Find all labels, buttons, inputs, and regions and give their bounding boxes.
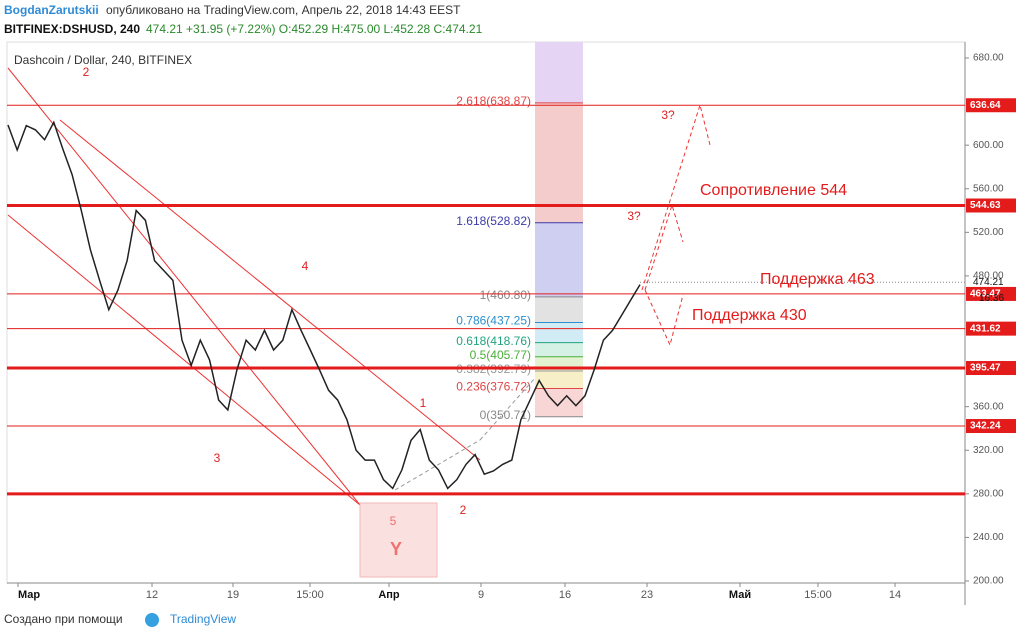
countdown: 16:36 bbox=[979, 293, 1004, 304]
y-tick-label: 240.00 bbox=[973, 532, 1004, 543]
level-tag bbox=[966, 286, 1016, 301]
annotation: 3? bbox=[627, 209, 641, 223]
published: опубликовано на TradingView.com, Апрель … bbox=[106, 3, 461, 17]
x-tick-label: 14 bbox=[889, 589, 901, 601]
annotation: Поддержка 430 bbox=[692, 307, 807, 324]
fib-label: 0.618(418.76) bbox=[456, 334, 531, 348]
fib-band bbox=[535, 322, 583, 343]
level-tag-label: 431.62 bbox=[970, 323, 1001, 334]
fib-band bbox=[535, 296, 583, 323]
level-tag bbox=[966, 98, 1016, 113]
level-tag bbox=[966, 361, 1016, 376]
logo bbox=[145, 613, 159, 627]
fib-band bbox=[535, 102, 583, 223]
projection bbox=[644, 289, 684, 347]
x-tick-label: Апр bbox=[378, 589, 400, 601]
level-tag bbox=[966, 419, 1016, 434]
price-line bbox=[7, 120, 641, 490]
x-tick-label: 19 bbox=[227, 589, 239, 601]
channel-line bbox=[7, 214, 361, 506]
annotation: 3? bbox=[661, 108, 675, 122]
y-tick-label: 280.00 bbox=[973, 488, 1004, 499]
y-tick-label: 560.00 bbox=[973, 183, 1004, 194]
x-tick-label: 15:00 bbox=[804, 589, 832, 601]
channel-line bbox=[59, 119, 481, 461]
y-tick-label: 680.00 bbox=[973, 53, 1004, 64]
fib-label: 0.5(405.77) bbox=[470, 348, 531, 362]
trend-dashed bbox=[394, 439, 481, 491]
x-tick-label: 16 bbox=[559, 589, 571, 601]
y-tick-label: 600.00 bbox=[973, 140, 1004, 151]
y-tick-label: 480.00 bbox=[973, 271, 1004, 282]
x-tick-label: 12 bbox=[146, 589, 158, 601]
quote: 474.21 +31.95 (+7.22%) O:452.29 H:475.00… bbox=[146, 22, 483, 36]
y-tick-label: 200.00 bbox=[973, 576, 1004, 587]
fib-label: 1.618(528.82) bbox=[456, 214, 531, 228]
fib-band bbox=[535, 342, 583, 357]
fib-band bbox=[535, 42, 583, 103]
annotation: 2 bbox=[460, 503, 467, 517]
fib-band bbox=[535, 222, 583, 297]
fib-band bbox=[535, 370, 583, 389]
projection bbox=[641, 103, 711, 291]
x-tick-label: Мар bbox=[18, 589, 40, 601]
level-tag-label: 395.47 bbox=[970, 363, 1001, 374]
y-tick-label: 320.00 bbox=[973, 445, 1004, 456]
projection bbox=[644, 203, 684, 291]
author[interactable]: BogdanZarutskii bbox=[4, 3, 99, 17]
chart-title: Dashcoin / Dollar, 240, BITFINEX bbox=[14, 53, 192, 67]
x-tick-label: 23 bbox=[641, 589, 653, 601]
symbol: BITFINEX:DSHUSD, 240 bbox=[4, 22, 140, 36]
x-tick-label: Май bbox=[729, 589, 751, 601]
annotation: Y bbox=[390, 539, 402, 559]
annotation: Поддержка 463 bbox=[760, 271, 875, 288]
fib-label: 0(350.71) bbox=[480, 408, 531, 422]
target-box bbox=[359, 502, 438, 578]
footer-brand[interactable]: TradingView bbox=[170, 612, 236, 626]
last-price-label: 474.21 bbox=[973, 277, 1004, 288]
level-tag-label: 636.64 bbox=[970, 100, 1001, 111]
level-tag-label: 463.47 bbox=[970, 289, 1001, 300]
annotation: 3 bbox=[214, 451, 221, 465]
annotation: 2 bbox=[83, 65, 90, 79]
fib-band bbox=[535, 388, 583, 417]
fib-label: 1(460.80) bbox=[480, 288, 531, 302]
annotation: 5 bbox=[390, 514, 397, 528]
y-tick-label: 520.00 bbox=[973, 227, 1004, 238]
footer-created: Создано при помощи bbox=[4, 612, 123, 626]
level-tag bbox=[966, 321, 1016, 336]
level-tag-label: 544.63 bbox=[970, 200, 1001, 211]
fib-label: 0.786(437.25) bbox=[456, 314, 531, 328]
fib-label: 0.236(376.72) bbox=[456, 380, 531, 394]
channel-line bbox=[7, 67, 361, 506]
annotation: 4 bbox=[302, 259, 309, 273]
x-tick-label: 9 bbox=[478, 589, 484, 601]
fib-label: 2.618(638.87) bbox=[456, 94, 531, 108]
level-tag bbox=[966, 198, 1016, 213]
level-tag-label: 342.24 bbox=[970, 421, 1001, 432]
annotation: Сопротивление 544 bbox=[700, 182, 847, 199]
annotation: 1 bbox=[420, 396, 427, 410]
y-tick-label: 360.00 bbox=[973, 401, 1004, 412]
x-tick-label: 15:00 bbox=[296, 589, 324, 601]
